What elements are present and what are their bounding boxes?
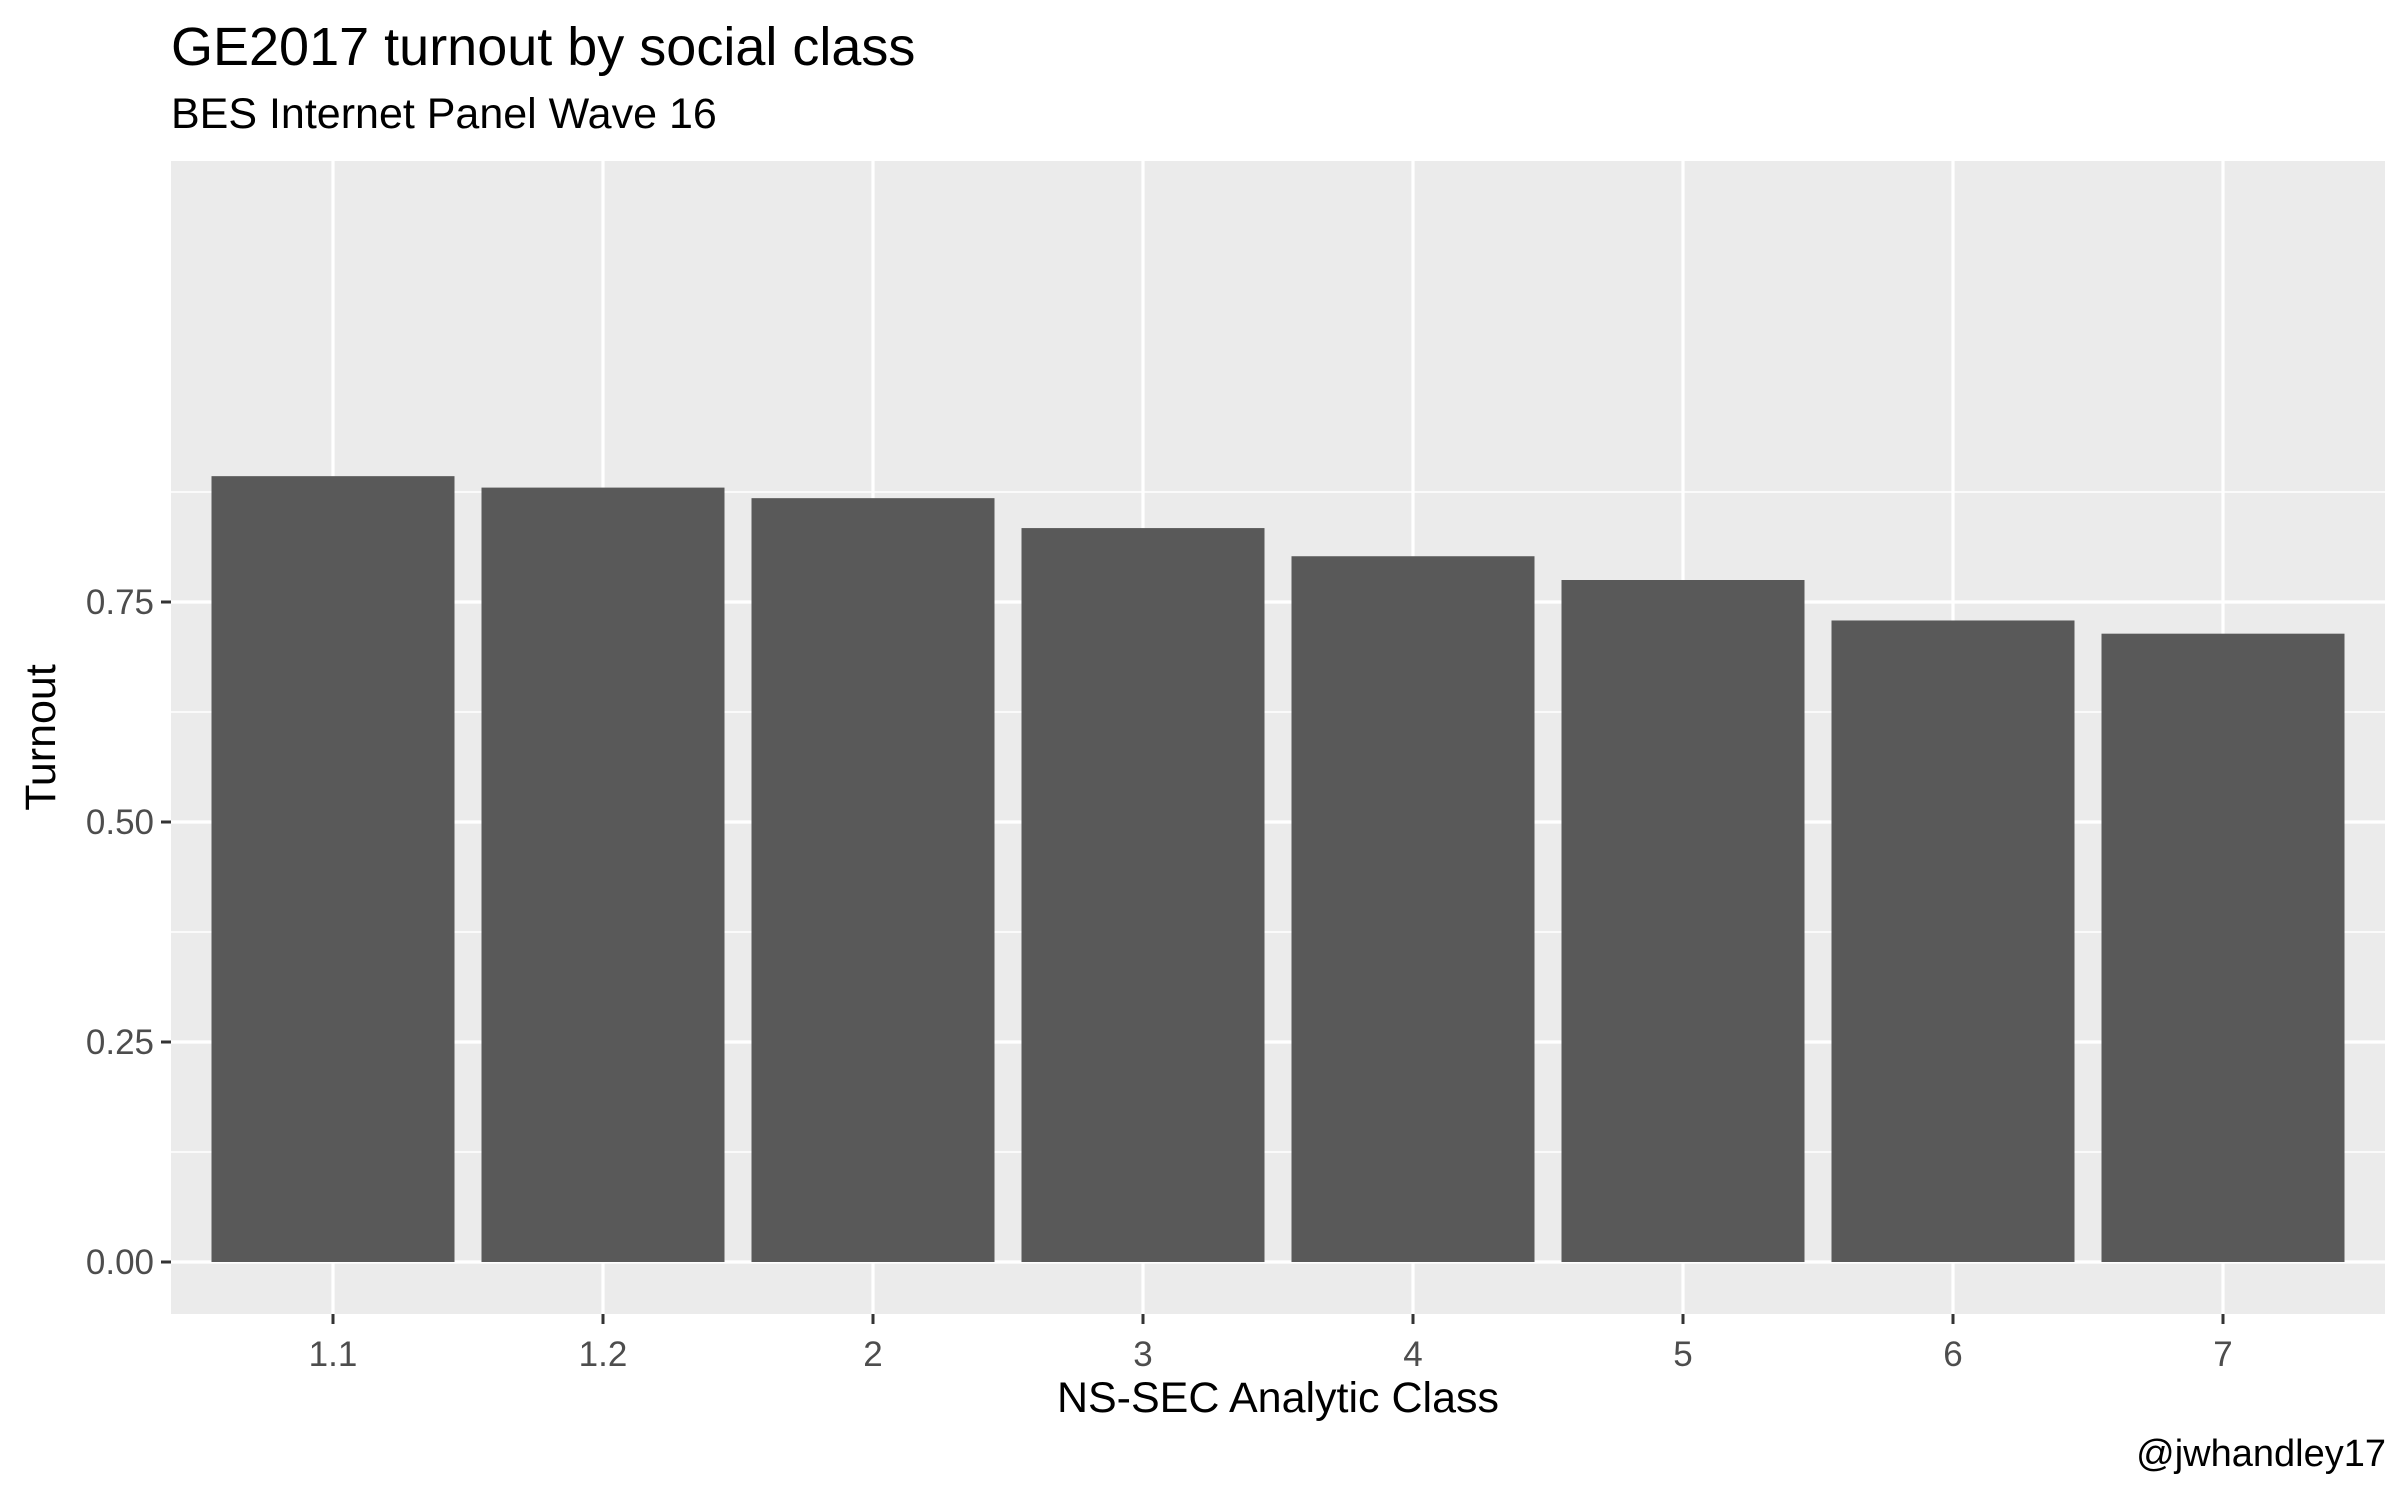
bar [481,487,725,1263]
x-tick-label: 5 [1673,1335,1692,1374]
x-tick-label: 3 [1133,1335,1152,1374]
chart-title: GE2017 turnout by social class [171,17,916,77]
x-axis-title: NS-SEC Analytic Class [1057,1374,1499,1422]
x-tick-label: 1.2 [579,1335,628,1374]
y-tick-label: 0.50 [86,803,154,842]
bar [211,476,455,1262]
bar [2101,633,2345,1262]
bar-layer [211,476,2345,1263]
bar [1021,528,1265,1262]
y-tick-label: 0.25 [86,1023,154,1062]
chart-caption: @jwhandley17 [2136,1433,2386,1475]
y-tick-label: 0.00 [86,1243,154,1282]
x-tick-label: 7 [2213,1335,2232,1374]
bar [1561,580,1805,1262]
y-tick-label: 0.75 [86,583,154,622]
bar [751,498,995,1262]
x-tick-label: 4 [1403,1335,1422,1374]
bar [1291,556,1535,1262]
x-tick-label: 1.1 [309,1335,358,1374]
bar [1831,620,2075,1262]
chart-subtitle: BES Internet Panel Wave 16 [171,90,717,138]
y-axis-title: Turnout [17,664,65,811]
x-tick-label: 2 [863,1335,882,1374]
x-tick-label: 6 [1943,1335,1962,1374]
axis-layer: 0.00 0.25 0.50 0.75 1.1 1.2 2 3 4 5 6 7 [86,583,2233,1374]
